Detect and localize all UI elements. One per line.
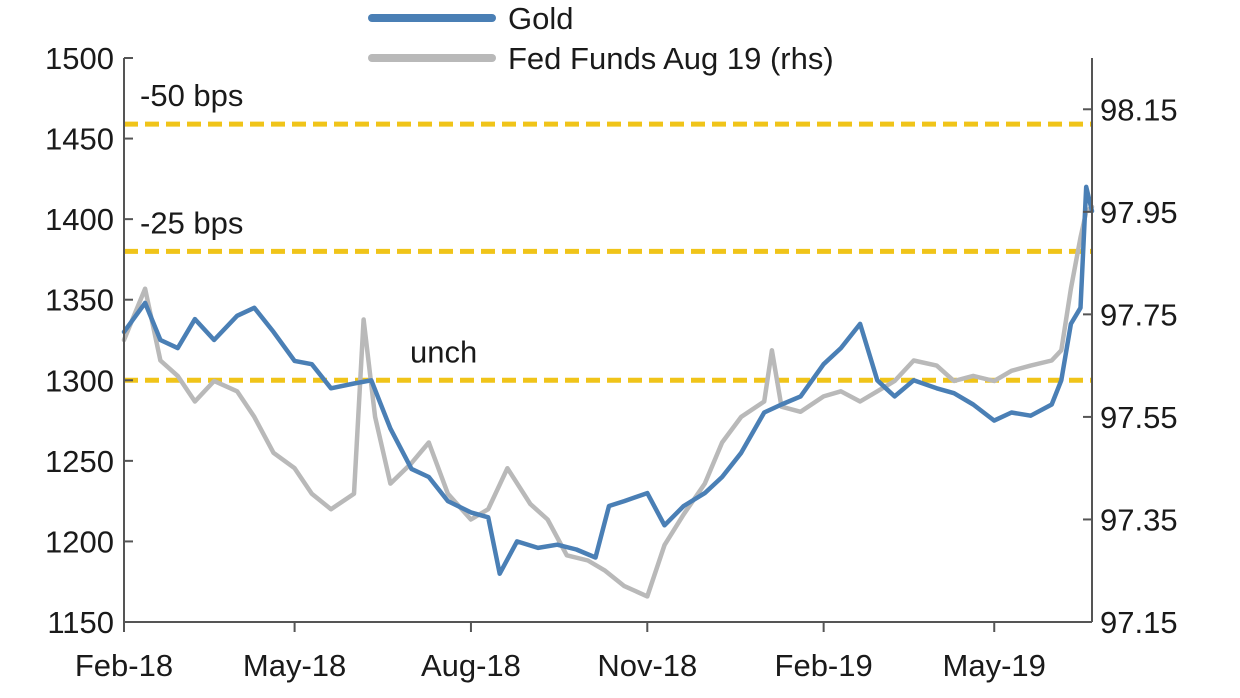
legend-label-1: Fed Funds Aug 19 (rhs) bbox=[508, 41, 834, 76]
x-tick-label-1: May-18 bbox=[243, 648, 346, 683]
x-axis-ticks: Feb-18 May-18 Aug-18 Nov-18 Feb-19 May-19 bbox=[75, 622, 1046, 683]
left-tick-label-6: 1200 bbox=[45, 524, 114, 559]
left-tick-label-0: 1500 bbox=[45, 41, 114, 76]
x-tick-label-2: Aug-18 bbox=[421, 648, 521, 683]
right-tick-label-0: 98.15 bbox=[1100, 92, 1178, 127]
reference-lines: -50 bps -25 bps unch bbox=[124, 78, 1092, 383]
right-tick-label-3: 97.55 bbox=[1100, 400, 1178, 435]
legend-label-0: Gold bbox=[508, 1, 573, 36]
right-tick-label-4: 97.35 bbox=[1100, 502, 1178, 537]
left-tick-label-5: 1250 bbox=[45, 444, 114, 479]
ref-line-label-0: -50 bps bbox=[140, 78, 243, 113]
x-tick-label-3: Nov-18 bbox=[597, 648, 697, 683]
left-tick-label-4: 1300 bbox=[45, 363, 114, 398]
ref-line-label-1: -25 bps bbox=[140, 205, 243, 240]
left-tick-label-3: 1350 bbox=[45, 283, 114, 318]
legend: Gold Fed Funds Aug 19 (rhs) bbox=[368, 1, 834, 76]
series-line-1 bbox=[121, 204, 1095, 599]
right-tick-label-1: 97.95 bbox=[1100, 195, 1178, 230]
series-layer bbox=[121, 184, 1095, 599]
left-tick-label-7: 1150 bbox=[47, 605, 114, 640]
left-tick-label-2: 1400 bbox=[45, 202, 114, 237]
right-tick-label-5: 97.15 bbox=[1100, 605, 1178, 640]
x-tick-label-4: Feb-19 bbox=[775, 648, 873, 683]
ref-line-label-2: unch bbox=[410, 334, 477, 369]
series-line-0 bbox=[121, 184, 1095, 576]
left-axis-ticks: 1500 1450 1400 1350 1300 1250 1200 1150 bbox=[45, 41, 133, 640]
right-axis-ticks: 98.15 97.95 97.75 97.55 97.35 97.15 bbox=[1083, 92, 1178, 640]
left-tick-label-1: 1450 bbox=[45, 122, 114, 157]
x-tick-label-5: May-19 bbox=[943, 648, 1046, 683]
right-tick-label-2: 97.75 bbox=[1100, 297, 1178, 332]
x-tick-label-0: Feb-18 bbox=[75, 648, 173, 683]
